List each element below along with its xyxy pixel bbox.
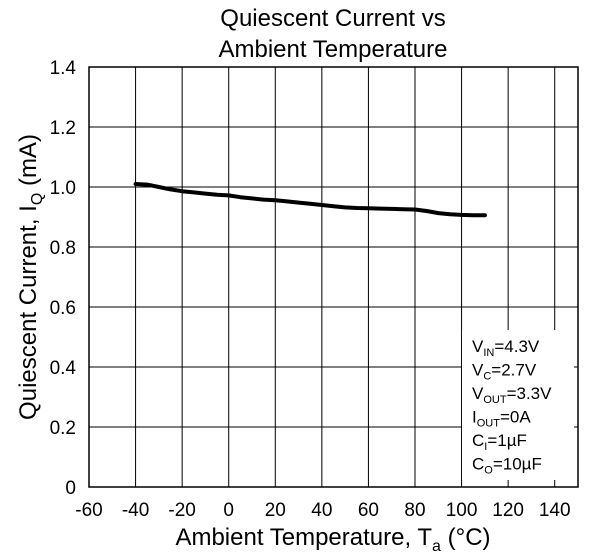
x-tick-label: 80 bbox=[404, 500, 425, 521]
x-tick-label: -20 bbox=[168, 500, 195, 521]
x-tick-label: 100 bbox=[446, 500, 478, 521]
x-tick-label: -40 bbox=[122, 500, 149, 521]
x-axis-label: Ambient Temperature, Ta (°C) bbox=[175, 524, 490, 553]
x-tick-labels: -60 -40 -20 0 20 40 60 80 100 120 140 bbox=[75, 500, 570, 521]
chart-title-line-1: Quiescent Current vs bbox=[220, 5, 445, 32]
y-tick-label: 0.8 bbox=[50, 238, 76, 259]
x-tick-label: 60 bbox=[358, 500, 379, 521]
y-tick-label: 0 bbox=[65, 478, 76, 499]
y-tick-label: 0.4 bbox=[50, 358, 77, 379]
x-tick-label: 120 bbox=[492, 500, 524, 521]
x-tick-label: 0 bbox=[223, 500, 234, 521]
condition-label-4: CI=1µF bbox=[472, 431, 527, 453]
y-tick-label: 0.6 bbox=[50, 298, 76, 319]
x-tick-label: 40 bbox=[311, 500, 332, 521]
y-axis-label: Quiescent Current, IQ (mA) bbox=[15, 134, 46, 420]
y-tick-label: 1.2 bbox=[50, 118, 76, 139]
y-tick-labels: 0 0.2 0.4 0.6 0.8 1.0 1.2 1.4 bbox=[50, 58, 77, 499]
condition-label-2: VOUT=3.3V bbox=[472, 384, 552, 406]
x-axis-label-sub: a bbox=[432, 538, 441, 553]
plot-frame bbox=[88, 66, 579, 488]
condition-label-0: VIN=4.3V bbox=[472, 337, 540, 359]
conditions-box-bg bbox=[462, 330, 574, 480]
x-axis-label-main: Ambient Temperature, T bbox=[175, 524, 432, 551]
x-tick-label: -60 bbox=[75, 500, 102, 521]
y-axis-label-sub: Q bbox=[29, 193, 46, 205]
y-tick-label: 1.0 bbox=[50, 178, 76, 199]
series-layer bbox=[133, 182, 487, 218]
condition-label-3: IOUT=0A bbox=[472, 408, 531, 430]
x-tick-label: 140 bbox=[539, 500, 571, 521]
x-axis-label-unit: (°C) bbox=[441, 524, 491, 551]
condition-label-5: CO=10µF bbox=[472, 455, 542, 477]
test-conditions: VIN=4.3VVC=2.7VVOUT=3.3VIOUT=0ACI=1µFCO=… bbox=[472, 337, 552, 477]
condition-label-1: VC=2.7V bbox=[472, 361, 537, 383]
y-axis-label-main: Quiescent Current, I bbox=[15, 205, 42, 420]
y-tick-label: 0.2 bbox=[50, 418, 76, 439]
chart-title-line-2: Ambient Temperature bbox=[218, 36, 447, 63]
x-tick-label: 20 bbox=[265, 500, 286, 521]
y-axis-label-unit: (mA) bbox=[15, 134, 42, 193]
series-line-0 bbox=[133, 182, 487, 218]
y-tick-label: 1.4 bbox=[50, 58, 77, 79]
